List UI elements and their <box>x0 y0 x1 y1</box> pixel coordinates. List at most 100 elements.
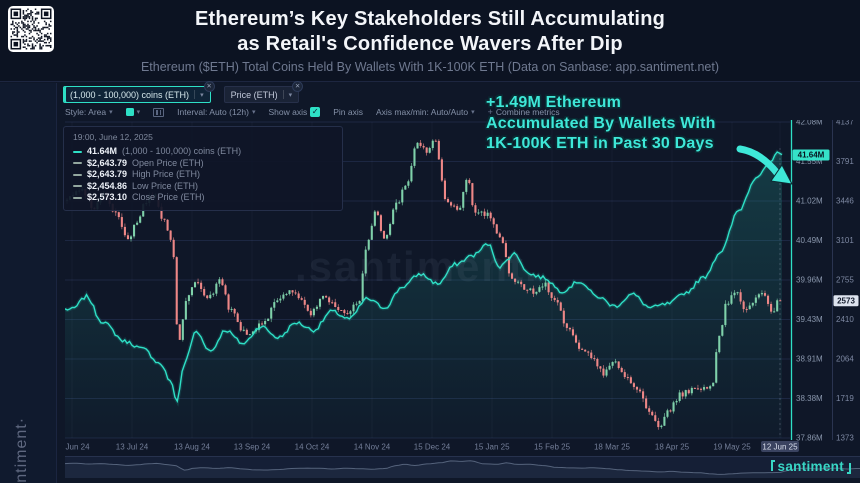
x-axis-label: 14 Oct 24 <box>295 443 330 452</box>
candle-body <box>218 279 221 284</box>
x-axis-label: 19 May 25 <box>713 443 751 452</box>
x-axis[interactable]: 12 Jun 24 13 Jul 24 13 Aug 24 13 Sep 24 14 O… <box>65 441 799 452</box>
candle-body <box>279 298 282 301</box>
candle-body <box>715 352 718 383</box>
candle-body <box>169 230 172 240</box>
candle-body <box>492 218 495 225</box>
candle-body <box>517 281 520 283</box>
candle-body <box>776 300 779 312</box>
candle-body <box>373 211 376 226</box>
candle-body <box>584 349 587 352</box>
x-axis-label: 15 Feb 25 <box>534 443 571 452</box>
candle-body <box>663 416 666 426</box>
candle-body <box>139 216 142 223</box>
candle-body <box>724 303 727 326</box>
candle-body <box>687 390 690 394</box>
page-title: Ethereum’s Key Stakeholders Still Accumu… <box>60 7 800 57</box>
chevron-down-icon[interactable]: ▾ <box>288 91 293 99</box>
time-range-selector[interactable] <box>65 456 860 478</box>
candle-body <box>486 212 489 216</box>
candle-body <box>611 362 614 366</box>
candle-body <box>453 205 456 207</box>
metric-chip-holdings-label: (1,000 - 100,000) coins (ETH) <box>70 89 190 100</box>
candle-body <box>535 291 538 294</box>
candle-body <box>638 389 642 392</box>
chevron-down-icon[interactable]: ▾ <box>200 91 204 99</box>
y-axis-label-price: 3446 <box>836 197 854 206</box>
combine-metrics-button[interactable]: + Combine metrics <box>488 107 560 117</box>
candle-body <box>721 325 724 336</box>
metric-chip-price[interactable]: Price (ETH) ▾ ✕ <box>223 81 304 103</box>
candle-body <box>666 410 669 417</box>
annotation-callout: +1.49M Ethereum Accumulated By Wallets W… <box>486 93 716 155</box>
tooltip-row-label: Open Price (ETH) <box>132 157 204 168</box>
candle-body <box>273 302 276 308</box>
candle-body <box>282 294 285 299</box>
candle-body <box>608 365 611 370</box>
price-holdings-chart[interactable]: 42.08M 41.55M 41.02M 40.49M 39.96M 39.43M 38.9… <box>65 120 860 458</box>
chart-type-button[interactable] <box>153 107 165 117</box>
pin-axis-toggle[interactable]: Pin axis <box>333 107 363 117</box>
candle-body <box>462 191 465 208</box>
candle-body <box>416 142 419 149</box>
candle-body <box>523 284 526 290</box>
metric-color-swatch <box>125 108 134 116</box>
y-axis-price[interactable]: 4137 3791 3446 3101 2755 2410 2064 1719 1373 <box>836 120 854 443</box>
candle-body <box>270 307 273 319</box>
axis-maxmin-dropdown[interactable]: Axis max/min: Auto/Auto ▾ <box>376 107 475 117</box>
annotation-arrow-icon <box>736 145 793 185</box>
candle-body <box>672 402 675 412</box>
minimap-line <box>65 460 860 475</box>
candle-body <box>309 310 312 316</box>
checkbox-checked-icon[interactable]: ✓ <box>310 107 321 117</box>
candle-body <box>294 292 297 294</box>
tooltip-row: 41.64M (1,000 - 100,000) coins (ETH) <box>73 146 333 158</box>
tooltip-row: $2,573.10 Close Price (ETH) <box>73 192 333 204</box>
candle-body <box>361 273 364 301</box>
candle-body <box>163 218 166 220</box>
y-axis-label-price: 2755 <box>836 276 854 285</box>
candle-body <box>766 295 770 304</box>
candle-body <box>389 224 392 235</box>
interval-dropdown[interactable]: Interval: Auto (12h) ▾ <box>177 107 255 117</box>
candle-body <box>553 297 556 301</box>
candle-body <box>321 296 325 299</box>
y-axis-label-holdings: 41.55M <box>796 157 823 166</box>
tooltip-row-label: High Price (ETH) <box>132 169 201 179</box>
candle-body <box>425 147 428 153</box>
show-axis-toggle[interactable]: Show axis ✓ <box>268 107 321 117</box>
plus-icon: + <box>487 107 493 117</box>
candle-body <box>203 288 206 296</box>
candle-body <box>626 377 629 379</box>
candle-body <box>648 408 651 412</box>
candle-body <box>312 308 315 316</box>
candle-body <box>602 368 605 376</box>
close-icon[interactable]: ✕ <box>203 81 215 92</box>
candle-body <box>568 327 571 330</box>
candle-body <box>398 202 401 204</box>
y-axis-holdings[interactable]: 42.08M 41.55M 41.02M 40.49M 39.96M 39.43M 38.9… <box>796 120 823 443</box>
candle-body <box>651 411 654 416</box>
style-dropdown[interactable]: Style: Area ▾ <box>65 107 113 117</box>
candle-body <box>498 233 501 238</box>
candle-body <box>739 292 742 302</box>
candle-body <box>288 290 291 294</box>
x-axis-label: 13 Jul 24 <box>116 443 149 452</box>
candle-body <box>160 206 163 219</box>
close-icon[interactable]: ✕ <box>292 81 304 92</box>
candle-body <box>581 348 584 350</box>
candle-body <box>443 180 447 200</box>
candle-body <box>407 181 410 186</box>
candle-body <box>267 318 270 322</box>
candle-body <box>337 306 340 311</box>
y-axis-label-price: 1373 <box>836 434 854 443</box>
tooltip-row-label: (1,000 - 100,000) coins (ETH) <box>122 146 242 156</box>
metric-chip-holdings[interactable]: (1,000 - 100,000) coins (ETH) ▾ ✕ <box>63 81 215 103</box>
candle-body <box>745 309 748 311</box>
candle-body <box>123 226 126 236</box>
current-value-badge-price: 2573 <box>833 295 859 307</box>
color-swatch-dropdown[interactable]: ▾ <box>125 108 140 116</box>
candle-body <box>757 294 760 298</box>
candle-body <box>514 278 517 282</box>
candle-body <box>763 293 767 296</box>
